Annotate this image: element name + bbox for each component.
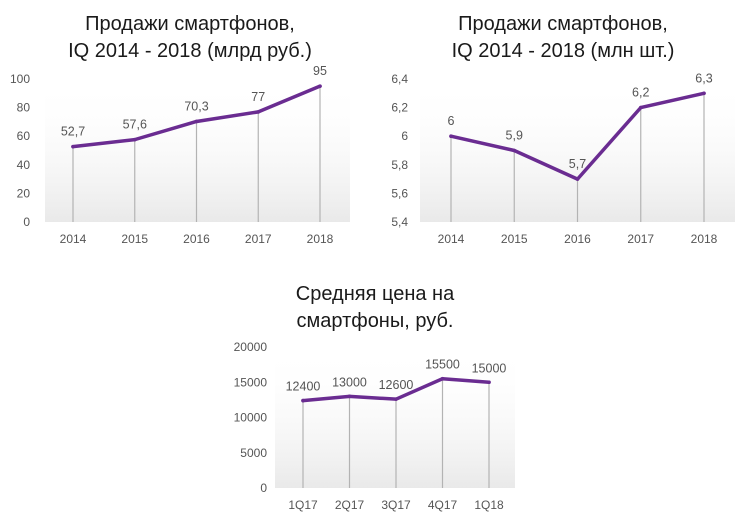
data-label: 6,2 [632,86,649,100]
data-label: 12400 [286,380,321,394]
data-label: 15500 [425,358,460,372]
data-point [318,84,322,88]
y-tick-label: 5,8 [391,158,408,172]
y-tick-label: 20000 [234,340,268,354]
x-tick-label: 2017 [245,232,272,246]
y-tick-label: 6,4 [391,72,408,86]
x-tick-label: 2016 [183,232,210,246]
x-tick-label: 2016 [564,232,591,246]
data-label: 70,3 [184,99,208,113]
x-tick-label: 2015 [501,232,528,246]
data-point [256,110,261,114]
data-point [487,380,491,385]
y-tick-label: 5000 [240,446,267,460]
data-point [512,148,517,153]
data-label: 15000 [472,361,507,375]
y-tick-label: 10000 [234,411,268,425]
y-tick-label: 100 [10,72,30,86]
chart-1: Продажи смартфонов, IQ 2014 - 2018 (млрд … [10,13,350,246]
data-point [575,177,580,181]
plot-area [275,347,515,488]
x-tick-label: 1Q17 [288,498,318,512]
x-tick-label: 1Q18 [474,498,504,512]
data-point [71,144,75,149]
x-tick-label: 3Q17 [381,498,411,512]
data-point [301,398,305,403]
y-tick-label: 15000 [234,375,268,389]
data-label: 13000 [332,375,367,389]
x-tick-label: 2017 [627,232,654,246]
y-tick-label: 5,4 [391,215,408,229]
y-tick-label: 80 [17,101,31,115]
chart-3: Средняя цена на смартфоны, руб. 0 5000 10000… [234,283,515,512]
x-tick-label: 2Q17 [335,498,365,512]
plot-area [45,79,350,222]
data-point [449,134,453,138]
data-label: 57,6 [123,118,147,132]
y-tick-label: 5,6 [391,186,408,200]
data-label: 95 [313,64,327,78]
x-tick-label: 2018 [307,232,334,246]
data-point [194,119,199,124]
chart-title-line: Средняя цена на [296,283,455,305]
data-point [638,105,643,110]
chart-title-line: Продажи смартфонов, [85,13,295,35]
y-tick-label: 40 [17,158,31,172]
data-label: 5,7 [569,157,586,171]
data-label: 5,9 [506,129,523,143]
data-label: 77 [251,90,265,104]
chart-title-line: Продажи смартфонов, [458,13,668,35]
data-label: 6,3 [695,71,712,85]
data-point [132,137,137,142]
x-tick-label: 2014 [438,232,465,246]
chart-title-line: смартфоны, руб. [297,310,454,332]
chart-2: Продажи смартфонов, IQ 2014 - 2018 (млн ш… [391,13,735,246]
x-tick-label: 2014 [60,232,87,246]
y-tick-label: 6 [401,129,408,143]
y-tick-label: 0 [260,481,267,495]
data-point [394,397,398,401]
x-tick-label: 4Q17 [428,498,458,512]
data-point [702,91,706,96]
data-point [440,376,445,381]
y-tick-label: 0 [23,215,30,229]
chart-title-line: IQ 2014 - 2018 (млн шт.) [452,40,675,62]
data-label: 6 [448,114,455,128]
y-tick-label: 20 [17,186,31,200]
data-label: 52,7 [61,125,85,139]
x-tick-label: 2018 [691,232,718,246]
chart-title-line: IQ 2014 - 2018 (млрд руб.) [68,40,312,62]
y-tick-label: 6,2 [391,101,408,115]
data-point [347,394,352,399]
y-tick-label: 60 [17,129,31,143]
x-tick-label: 2015 [121,232,148,246]
data-label: 12600 [379,378,414,392]
